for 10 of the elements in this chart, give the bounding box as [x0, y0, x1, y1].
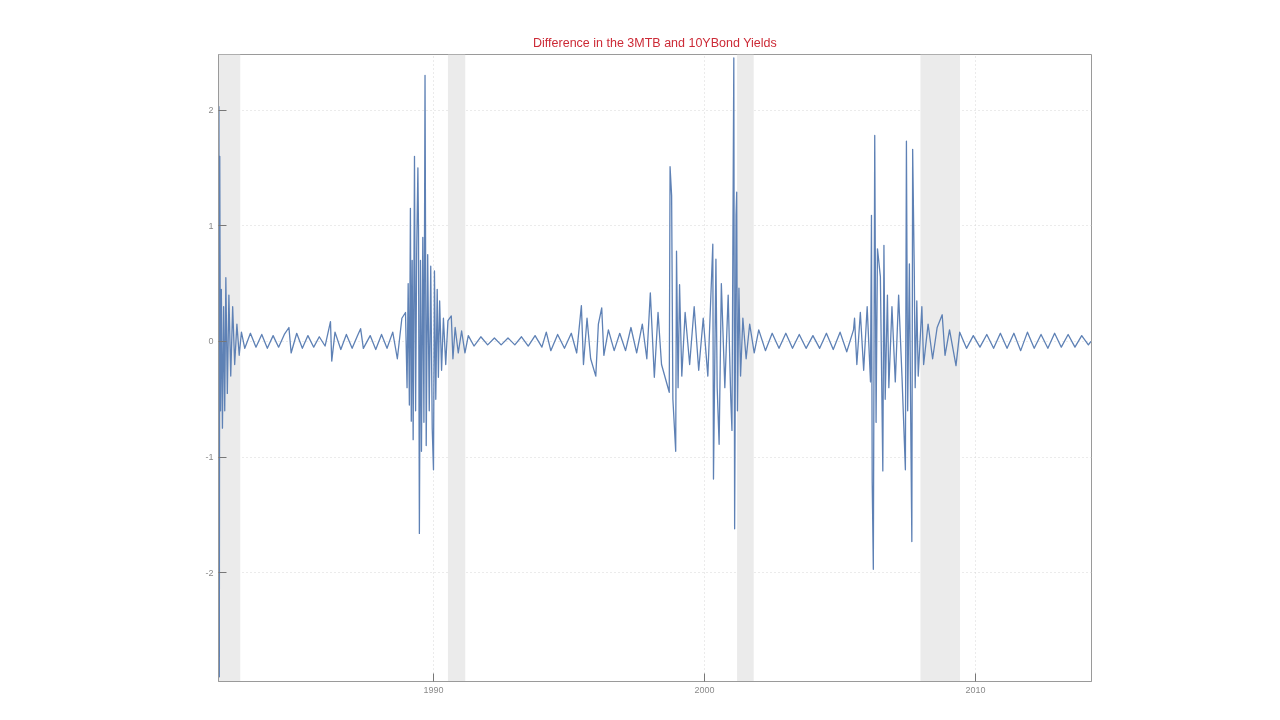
- line-series: [218, 57, 1092, 678]
- y-tick-label: 1: [208, 220, 214, 231]
- y-tick-label: 0: [208, 336, 214, 347]
- y-tick-label: -1: [205, 452, 214, 463]
- x-tick-label: 2000: [694, 684, 715, 695]
- x-tick-label: 1990: [423, 684, 444, 695]
- x-tick-label: 2010: [965, 684, 986, 695]
- y-tick-label: -2: [205, 567, 214, 578]
- chart-title: Difference in the 3MTB and 10YBond Yields: [533, 35, 777, 50]
- y-tick-label: 2: [208, 105, 214, 116]
